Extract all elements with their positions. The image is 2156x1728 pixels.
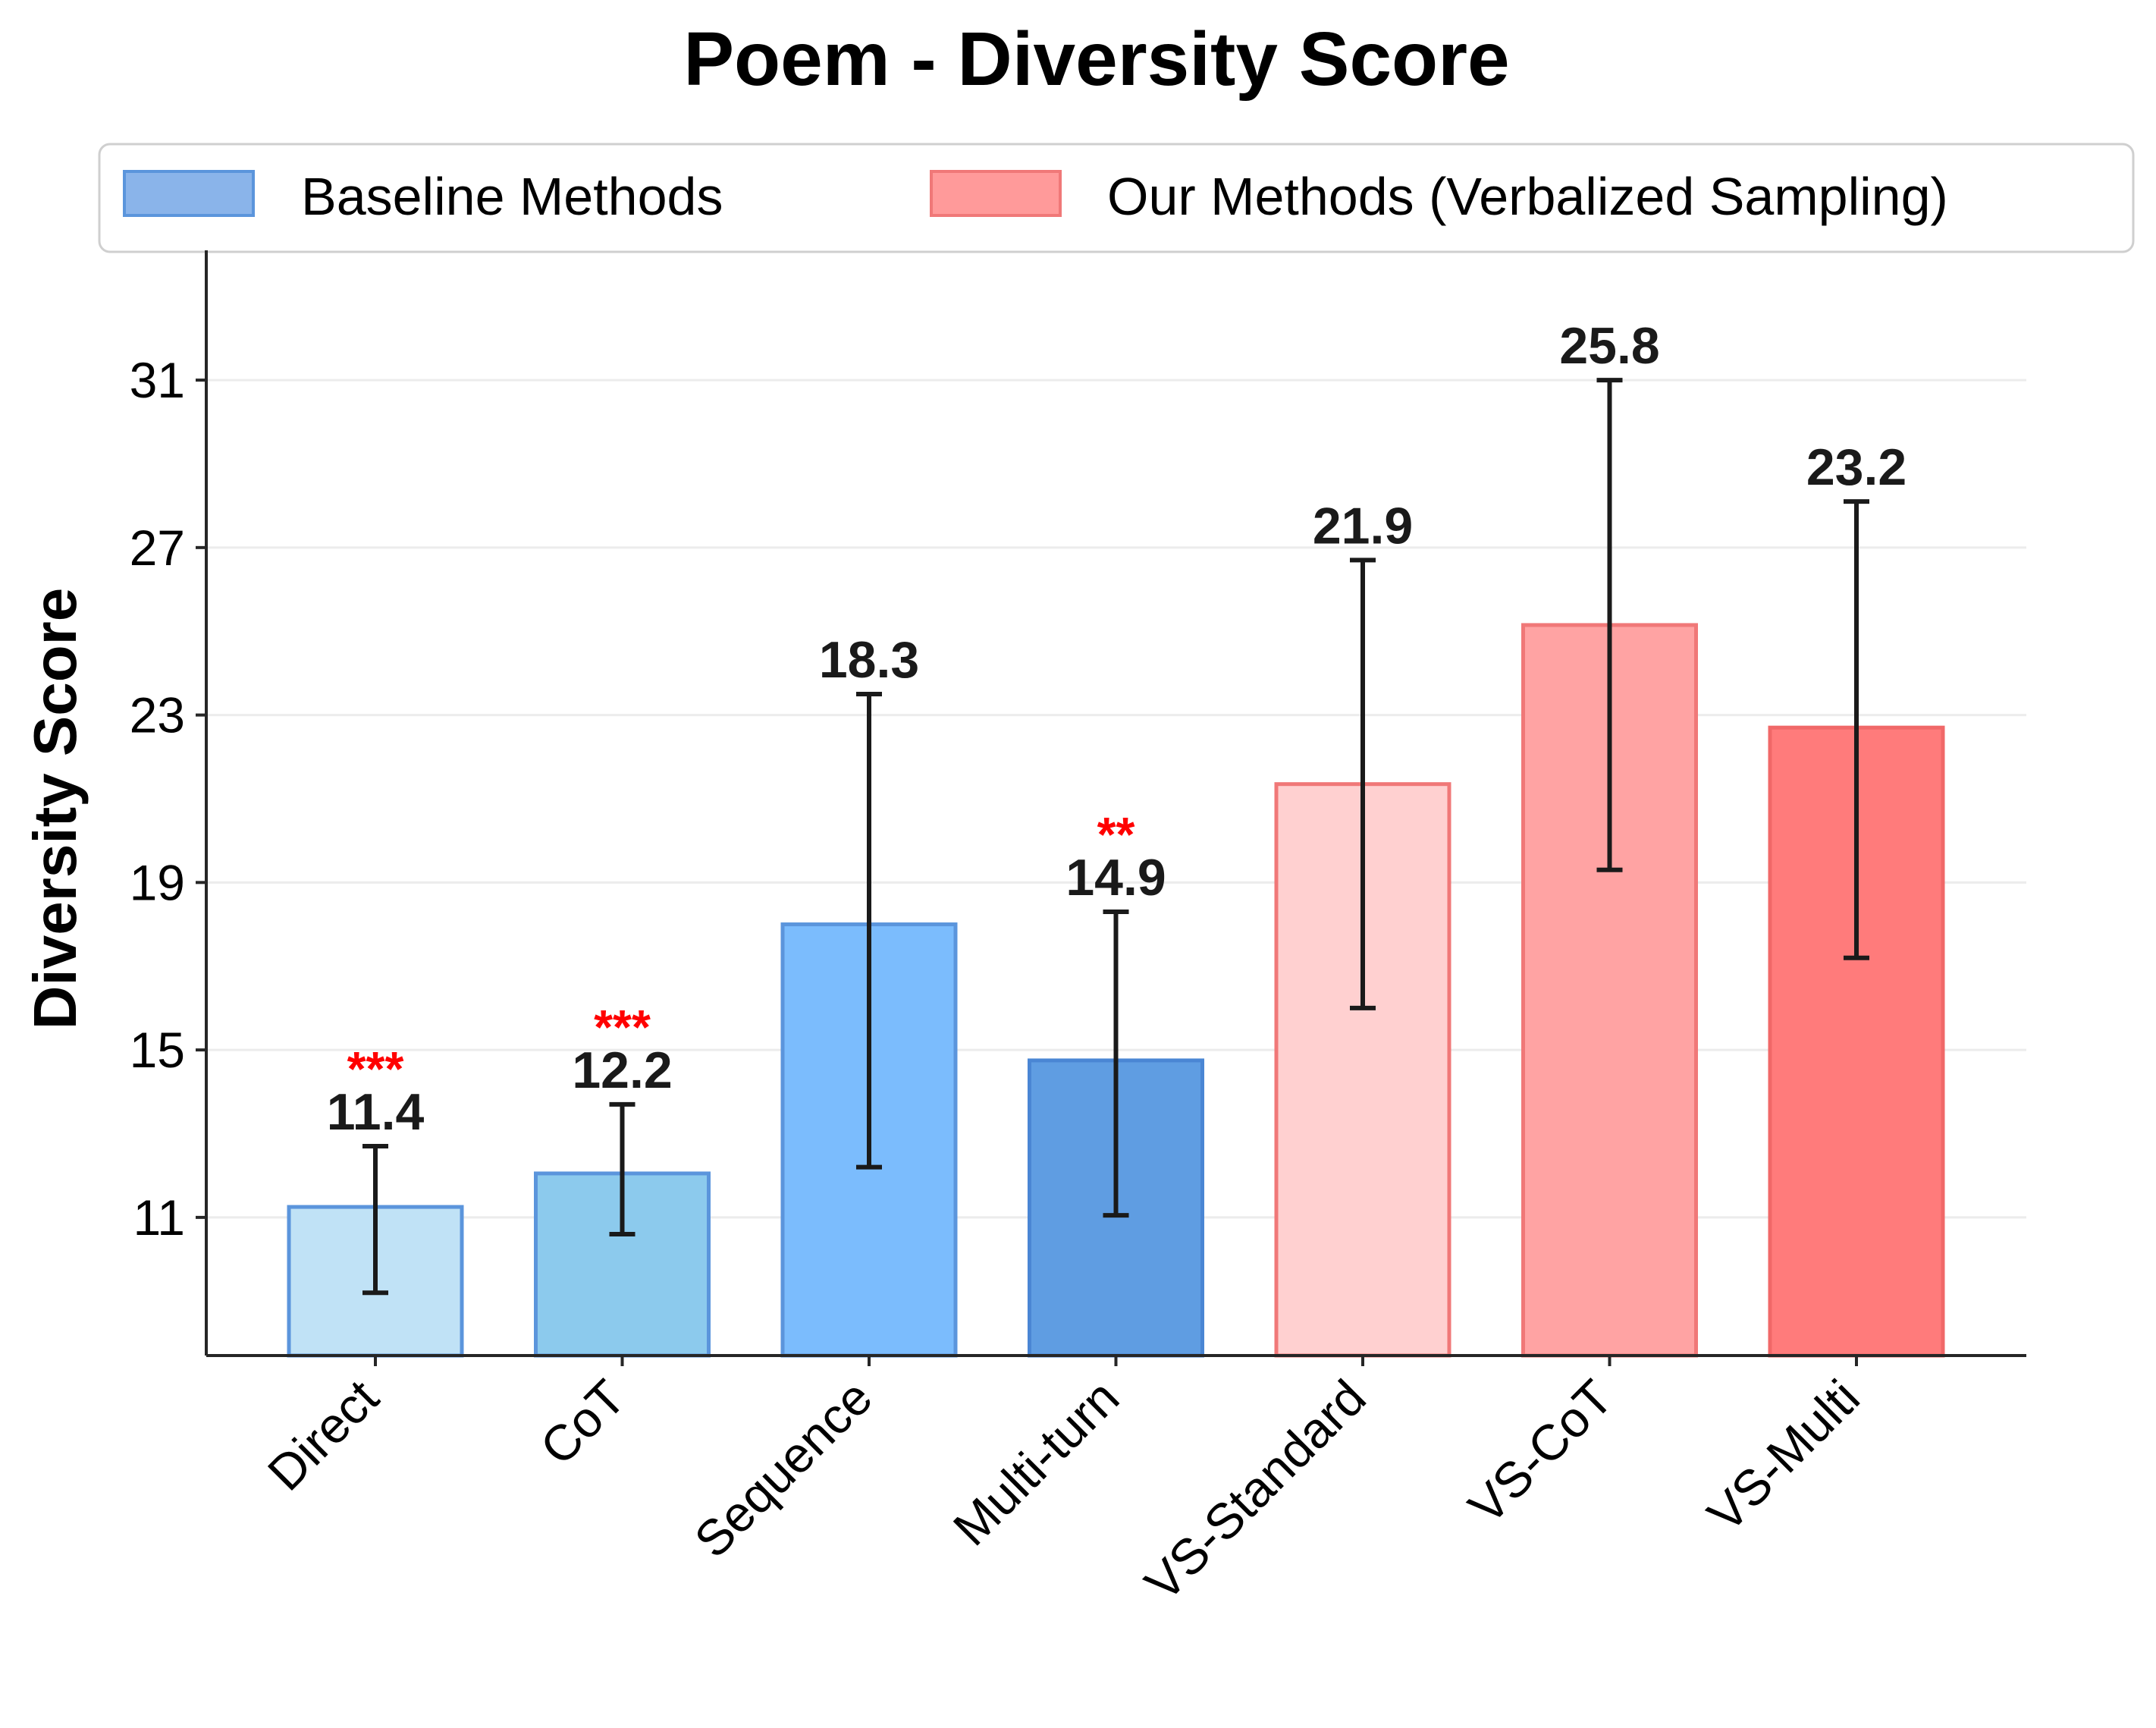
legend-label-baseline: Baseline Methods — [301, 167, 723, 226]
x-tick-label-2: Sequence — [683, 1369, 883, 1569]
y-tick-label-1: 15 — [130, 1022, 185, 1078]
error-bar-1 — [609, 1101, 636, 1236]
x-tick-label-5: VS-CoT — [1458, 1369, 1623, 1535]
x-tick-label-0: Direct — [257, 1369, 389, 1501]
legend-swatch-baseline — [123, 170, 255, 217]
significance-label-3: ** — [1097, 807, 1135, 862]
value-label-6: 23.2 — [1806, 438, 1907, 496]
y-tick-label-0: 11 — [133, 1189, 185, 1246]
legend-frame — [98, 143, 2135, 253]
x-tick-label-1: CoT — [529, 1369, 636, 1475]
y-ticks: 11 15 19 23 27 31 — [130, 352, 206, 1246]
value-labels: 11.4*** 12.2***18.314.9**21.925.823.2 — [327, 317, 1907, 1141]
significance-label-1: *** — [594, 1000, 651, 1054]
value-label-4: 21.9 — [1313, 497, 1413, 555]
error-bar-2 — [856, 692, 882, 1170]
value-label-2: 18.3 — [819, 631, 919, 689]
error-bar-6 — [1844, 499, 1869, 960]
value-label-5: 25.8 — [1559, 317, 1659, 375]
y-tick-label-5: 31 — [130, 352, 185, 408]
y-tick-label-2: 19 — [130, 854, 185, 910]
value-label-0: 11.4 — [327, 1083, 425, 1141]
error-bar-3 — [1103, 909, 1129, 1218]
value-label-3: 14.9 — [1065, 849, 1166, 906]
x-tick-label-3: Multi-turn — [943, 1369, 1130, 1557]
y-tick-label-4: 27 — [130, 520, 185, 576]
value-label-1: 12.2 — [572, 1042, 672, 1099]
error-bar-0 — [362, 1144, 388, 1296]
x-tick-label-6: VS-Multi — [1696, 1369, 1870, 1543]
y-tick-label-3: 23 — [130, 687, 185, 743]
x-tick-label-4: VS-Standard — [1134, 1369, 1376, 1612]
error-bars — [362, 378, 1869, 1296]
chart-title: Poem - Diversity Score — [683, 17, 1509, 102]
legend: Baseline Methods Our Methods (Verbalized… — [98, 143, 2135, 253]
error-bar-5 — [1596, 378, 1623, 872]
x-ticks: Direct CoT Sequence Multi-turn VS-Standard VS… — [257, 1356, 1870, 1611]
error-bar-4 — [1350, 558, 1376, 1010]
significance-label-0: *** — [347, 1042, 404, 1096]
legend-swatch-our-methods — [930, 170, 1062, 217]
y-axis-label: Diversity Score — [21, 588, 89, 1030]
legend-label-our-methods: Our Methods (Verbalized Sampling) — [1107, 167, 1948, 226]
